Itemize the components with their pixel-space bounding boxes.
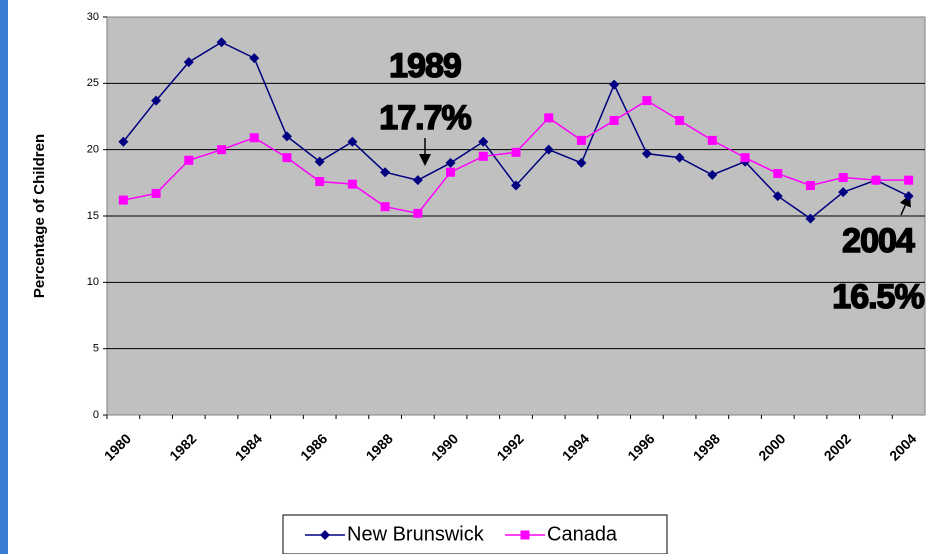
legend-label: Canada (547, 523, 618, 545)
x-tick-label: 1994 (559, 430, 592, 463)
legend (282, 514, 668, 555)
x-tick-label: 1988 (363, 430, 396, 463)
x-tick-label: 1990 (428, 430, 461, 463)
y-tick-label: 5 (93, 343, 99, 355)
legend-marker (520, 530, 530, 540)
x-tick-label: 1980 (101, 430, 134, 463)
marker (904, 175, 914, 185)
marker (675, 115, 685, 125)
marker (380, 167, 391, 178)
marker (249, 53, 260, 64)
marker (674, 152, 685, 163)
marker (772, 191, 783, 202)
y-axis-label: Percentage of Children (31, 134, 48, 298)
marker (609, 79, 620, 90)
marker (314, 156, 325, 167)
marker (413, 208, 423, 218)
y-tick-label: 25 (87, 77, 99, 89)
marker (281, 131, 292, 142)
y-tick-label: 30 (87, 11, 99, 23)
x-tick-label: 1984 (232, 430, 265, 463)
marker (446, 167, 456, 177)
annotation: 16.5% (832, 278, 924, 316)
x-tick-label: 1998 (690, 430, 723, 463)
x-tick-label: 1982 (166, 430, 199, 463)
marker (412, 175, 423, 186)
marker (871, 175, 881, 185)
x-tick-label: 1986 (297, 430, 330, 463)
marker (641, 148, 652, 159)
marker (151, 95, 162, 106)
marker (151, 188, 161, 198)
marker (347, 136, 358, 147)
marker (380, 202, 390, 212)
marker (609, 115, 619, 125)
marker (478, 151, 488, 161)
marker (216, 37, 227, 48)
marker (478, 136, 489, 147)
marker (642, 96, 652, 106)
marker (217, 145, 227, 155)
x-tick-label: 2004 (886, 430, 919, 463)
marker (740, 153, 750, 163)
marker (838, 173, 848, 183)
marker (805, 213, 816, 224)
marker (511, 180, 521, 191)
marker (838, 187, 849, 198)
y-tick-label: 20 (87, 144, 99, 156)
annotation: 17.7% (379, 99, 471, 137)
annotation: 2004 (842, 222, 915, 260)
marker (576, 157, 587, 168)
marker (315, 177, 325, 187)
x-tick-label: 1992 (493, 430, 526, 463)
marker (118, 136, 129, 147)
marker (544, 113, 554, 123)
marker (184, 155, 194, 165)
marker (183, 57, 194, 68)
marker (903, 191, 914, 202)
marker (282, 153, 292, 163)
marker (347, 179, 357, 189)
window-edge (0, 0, 8, 554)
x-tick-label: 2000 (755, 430, 788, 463)
x-tick-label: 2002 (821, 430, 854, 463)
marker (707, 135, 717, 145)
marker (773, 169, 783, 179)
marker (445, 157, 456, 168)
y-tick-label: 0 (93, 409, 99, 421)
y-tick-label: 10 (87, 276, 99, 288)
marker (576, 135, 586, 145)
marker (707, 169, 718, 180)
marker (511, 147, 521, 157)
annotation: 1989 (389, 47, 461, 85)
y-tick-label: 15 (87, 210, 99, 222)
marker (805, 180, 815, 190)
marker (118, 195, 128, 205)
marker (249, 133, 259, 143)
marker (543, 144, 554, 155)
x-tick-label: 1996 (624, 430, 657, 463)
legend-label: New Brunswick (347, 523, 485, 545)
legend-marker (320, 530, 330, 540)
